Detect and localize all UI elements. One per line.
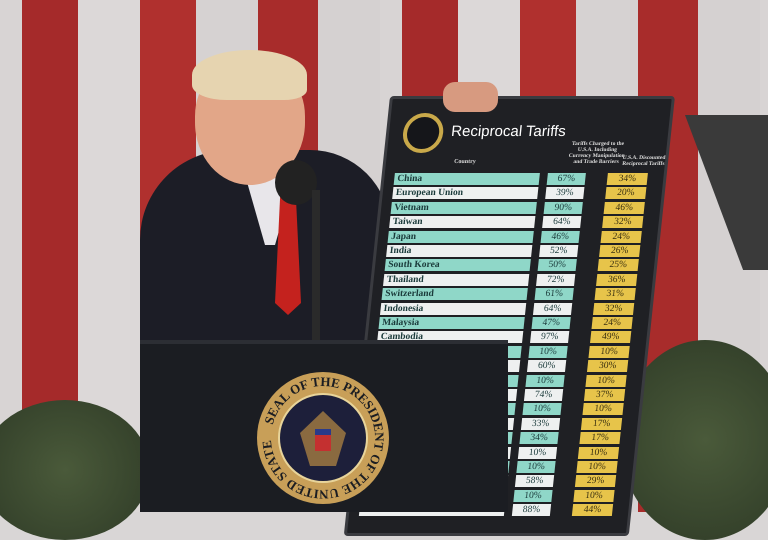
charged-cell: 64%	[542, 216, 582, 229]
charged-cell: 10%	[516, 461, 556, 473]
country-cell: Switzerland	[381, 288, 528, 301]
microphone-stand	[312, 190, 320, 340]
reciprocal-cell: 10%	[577, 446, 620, 459]
reciprocal-cell: 10%	[573, 489, 615, 502]
microphone-icon	[275, 160, 317, 205]
table-row: Indonesia 64% 32%	[380, 302, 651, 315]
charged-cell: 67%	[546, 173, 586, 185]
country-cell: Japan	[387, 230, 534, 243]
charged-cell: 60%	[526, 360, 567, 373]
charged-cell: 61%	[534, 288, 574, 301]
header-reciprocal: U.S.A. Discounted Reciprocal Tariffs	[621, 155, 666, 168]
charged-cell: 10%	[517, 446, 558, 459]
reciprocal-cell: 32%	[602, 216, 644, 229]
charged-cell: 52%	[539, 245, 579, 257]
table-row: European Union 39% 20%	[392, 187, 663, 200]
reciprocal-cell: 20%	[605, 187, 647, 200]
charged-cell: 33%	[520, 417, 561, 430]
reciprocal-cell: 30%	[586, 360, 629, 373]
reciprocal-cell: 10%	[588, 345, 630, 358]
reciprocal-cell: 32%	[593, 302, 635, 315]
speaker-hair	[192, 50, 307, 100]
board-title: Reciprocal Tariffs	[450, 123, 567, 140]
charged-cell: 47%	[531, 317, 571, 329]
tie	[275, 195, 301, 315]
charged-cell: 10%	[513, 489, 553, 502]
reciprocal-cell: 24%	[600, 230, 642, 243]
reciprocal-cell: 10%	[576, 461, 618, 473]
charged-cell: 58%	[514, 475, 555, 488]
charged-cell: 97%	[529, 331, 570, 344]
reciprocal-cell: 44%	[571, 504, 614, 517]
reciprocal-cell: 31%	[594, 288, 636, 301]
charged-cell: 90%	[543, 201, 583, 214]
charged-cell: 10%	[528, 345, 568, 358]
table-row: China 67% 34%	[393, 173, 665, 185]
country-cell: South Korea	[384, 259, 531, 272]
header-country: Country	[453, 159, 477, 165]
country-cell: European Union	[392, 187, 539, 200]
table-row: South Korea 50% 25%	[384, 259, 656, 272]
charged-cell: 46%	[540, 230, 580, 243]
country-cell: Malaysia	[378, 317, 525, 329]
reciprocal-cell: 34%	[606, 173, 648, 185]
charged-cell: 88%	[511, 504, 552, 517]
charged-cell: 10%	[522, 403, 562, 416]
country-cell: Indonesia	[380, 302, 527, 315]
country-cell: China	[393, 173, 540, 185]
reciprocal-cell: 46%	[603, 201, 645, 214]
reciprocal-cell: 29%	[574, 475, 617, 488]
presidential-seal-icon: SEAL OF THE PRESIDENT OF THE UNITED STAT…	[256, 371, 389, 504]
charged-cell: 39%	[545, 187, 585, 200]
reciprocal-cell: 17%	[580, 417, 623, 430]
reciprocal-cell: 26%	[599, 245, 641, 257]
reciprocal-cell: 25%	[597, 259, 639, 272]
charged-cell: 34%	[519, 432, 559, 445]
table-row: Malaysia 47% 24%	[378, 317, 650, 329]
country-cell: India	[386, 245, 533, 257]
country-cell: Vietnam	[390, 201, 537, 214]
charged-cell: 10%	[525, 374, 565, 387]
reciprocal-cell: 17%	[579, 432, 621, 445]
country-cell: Thailand	[383, 273, 530, 286]
table-row: Thailand 72% 36%	[383, 273, 654, 286]
charged-cell: 50%	[537, 259, 577, 272]
reciprocal-cell: 10%	[582, 403, 624, 416]
charged-cell: 72%	[536, 273, 576, 286]
table-row: Taiwan 64% 32%	[389, 216, 660, 229]
country-cell: Taiwan	[389, 216, 536, 229]
reciprocal-cell: 24%	[591, 317, 633, 329]
reciprocal-cell: 36%	[596, 273, 638, 286]
table-row: India 52% 26%	[386, 245, 657, 257]
reciprocal-cell: 37%	[583, 389, 626, 401]
charged-cell: 64%	[533, 302, 573, 315]
reciprocal-cell: 49%	[589, 331, 632, 344]
table-row: Japan 46% 24%	[387, 230, 659, 243]
table-row: Switzerland 61% 31%	[381, 288, 653, 301]
charged-cell: 74%	[523, 389, 564, 401]
table-row: Vietnam 90% 46%	[390, 201, 662, 214]
presidential-seal-icon	[401, 113, 446, 153]
hand	[443, 82, 498, 112]
reciprocal-cell: 10%	[585, 374, 627, 387]
